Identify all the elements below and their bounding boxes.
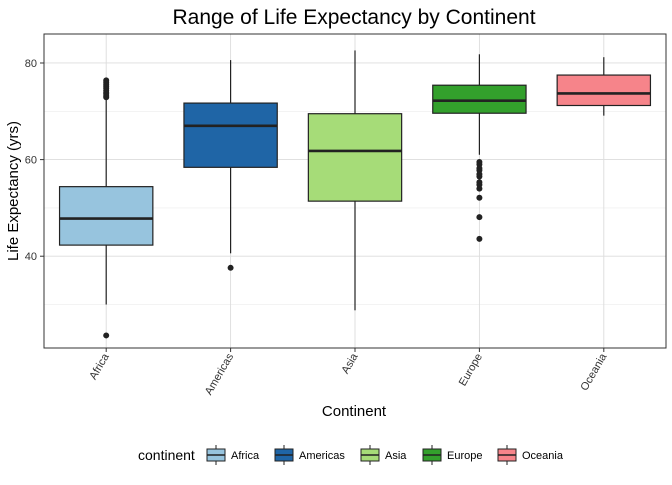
legend-item-africa: Africa [206, 445, 260, 465]
outlier-point [476, 159, 483, 166]
x-tick-label: Europe [457, 352, 485, 389]
box-iqr [307, 113, 403, 202]
outlier-point [103, 77, 110, 84]
box-iqr [183, 102, 278, 168]
box-europe [432, 54, 527, 242]
legend-item-americas: Americas [274, 445, 345, 465]
x-tick-label: Asia [340, 351, 362, 376]
chart-title: Range of Life Expectancy by Continent [172, 6, 535, 29]
boxes [58, 50, 652, 339]
box-africa [58, 77, 154, 339]
box-asia [307, 50, 403, 311]
legend-label: Oceania [522, 450, 564, 462]
box-oceania [556, 57, 652, 116]
legend-label: Africa [231, 450, 260, 462]
legend-item-asia: Asia [360, 445, 407, 465]
y-tick-label: 60 [25, 155, 37, 167]
outlier-point [476, 235, 483, 242]
outlier-point [476, 179, 483, 186]
box-americas [183, 60, 278, 271]
legend-label: Asia [385, 450, 407, 462]
y-axis-label: Life Expectancy (yrs) [5, 121, 22, 261]
legend-title: continent [138, 447, 195, 463]
y-tick-label: 40 [25, 251, 37, 263]
legend-item-oceania: Oceania [497, 445, 564, 465]
legend-label: Americas [299, 450, 345, 462]
x-axis-label: Continent [322, 403, 387, 420]
legend-label: Europe [447, 450, 482, 462]
x-tick-label: Oceania [579, 351, 610, 393]
x-tick-label: Africa [87, 351, 112, 382]
box-iqr [556, 74, 652, 107]
box-iqr [432, 84, 527, 114]
outlier-point [476, 194, 483, 201]
outlier-point [227, 264, 234, 271]
x-tick-label: Americas [203, 351, 237, 397]
legend-item-europe: Europe [422, 445, 482, 465]
outlier-point [476, 214, 483, 221]
y-tick-label: 80 [25, 58, 37, 70]
box-iqr [58, 186, 154, 246]
legend: continent Africa Americas Asia Europe Oceania [138, 445, 564, 465]
outlier-point [103, 332, 110, 339]
